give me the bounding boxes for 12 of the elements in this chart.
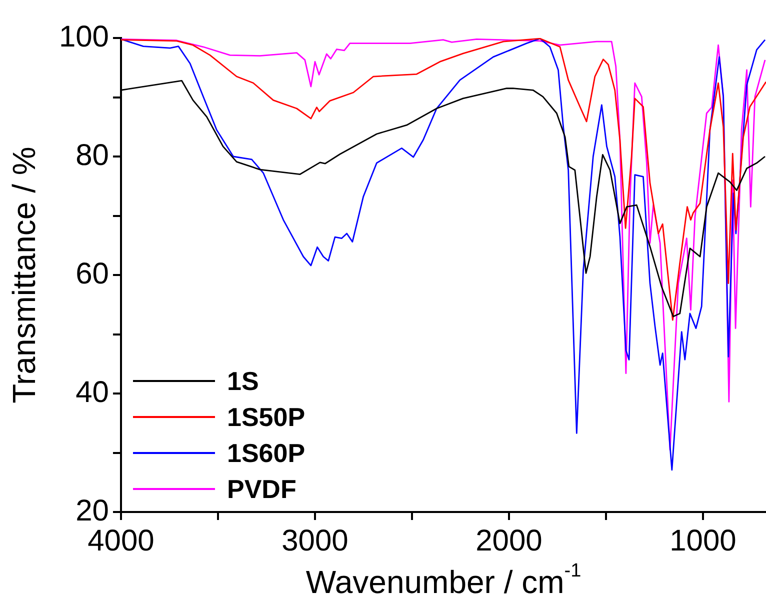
legend-label: 1S60P <box>227 438 306 468</box>
y-tick-label: 100 <box>58 20 109 54</box>
x-tick-label: 3000 <box>282 524 348 558</box>
x-tick-label: 1000 <box>670 524 736 558</box>
x-tick-label: 2000 <box>476 524 542 558</box>
y-tick-label: 60 <box>76 257 109 290</box>
legend-label: 1S50P <box>227 402 306 432</box>
legend-label: 1S <box>227 366 259 396</box>
y-tick-label: 80 <box>76 138 109 172</box>
y-axis-title: Transmittance / % <box>6 146 42 404</box>
y-tick-label: 40 <box>76 376 109 409</box>
legend-label: PVDF <box>227 474 296 504</box>
